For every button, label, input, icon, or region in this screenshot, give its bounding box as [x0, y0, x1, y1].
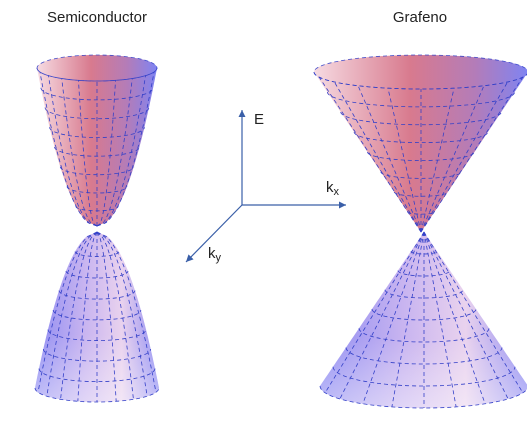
panel-title: Semiconductor: [47, 9, 147, 26]
axis-label: kx: [326, 179, 340, 198]
axis-label: ky: [208, 245, 222, 264]
page: Semiconductor Grafeno E kx ky (() => { c…: [0, 0, 527, 423]
axes: [186, 110, 346, 262]
surface-shade: [320, 232, 527, 408]
diagram: Semiconductor Grafeno E kx ky: [0, 0, 527, 423]
axis-label-sub: x: [334, 186, 340, 198]
axis-label-sub: y: [216, 252, 222, 264]
panel-title: Grafeno: [393, 9, 447, 26]
axis-label: E: [254, 111, 264, 128]
band-surfaces: [35, 55, 527, 408]
